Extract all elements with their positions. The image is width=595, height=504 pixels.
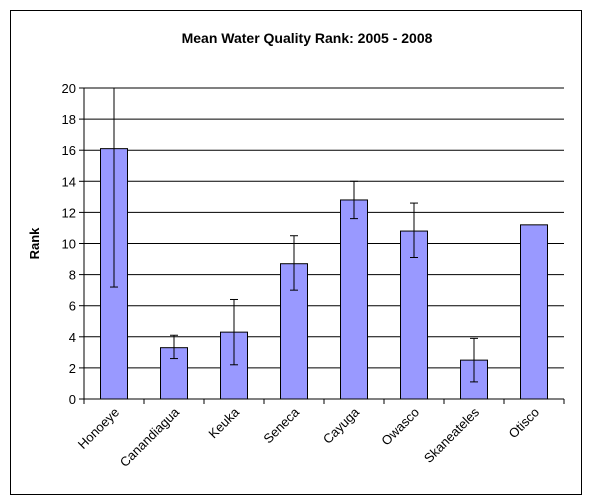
x-tick-label: Owasco (378, 405, 422, 449)
y-tick-label: 8 (69, 268, 76, 283)
bar (340, 199, 368, 400)
x-tick-label: Keuka (205, 404, 242, 441)
axes (79, 87, 565, 404)
y-tick-label: 20 (62, 81, 76, 96)
y-tick-label: 6 (69, 299, 76, 314)
y-tick-label: 16 (62, 143, 76, 158)
y-tick-labels: 0 2 4 6 8 10 12 14 16 18 20 (62, 81, 76, 407)
x-tick-label: Honoeye (75, 405, 122, 452)
y-axis-label: Rank (27, 227, 42, 260)
y-tick-label: 12 (62, 205, 76, 220)
chart-title: Mean Water Quality Rank: 2005 - 2008 (182, 30, 433, 46)
bars (100, 148, 548, 400)
bar (520, 224, 548, 400)
y-tick-label: 18 (62, 112, 76, 127)
error-bars (110, 87, 478, 383)
y-tick-label: 0 (69, 392, 76, 407)
bar-chart: Mean Water Quality Rank: 2005 - 2008 Ran… (27, 30, 565, 470)
chart-frame: Mean Water Quality Rank: 2005 - 2008 Ran… (10, 10, 582, 495)
x-tick-label: Cayuga (320, 404, 363, 447)
y-tick-label: 14 (62, 174, 76, 189)
y-tick-label: 10 (62, 237, 76, 252)
bar (400, 230, 428, 400)
x-tick-label: Canandiagua (117, 404, 183, 470)
x-tick-label: Otisco (505, 405, 542, 442)
x-tick-label: Seneca (260, 404, 302, 446)
y-tick-label: 2 (69, 361, 76, 376)
y-tick-label: 4 (69, 330, 76, 345)
x-tick-label: Skaneateles (421, 404, 483, 466)
gridlines (84, 87, 564, 369)
